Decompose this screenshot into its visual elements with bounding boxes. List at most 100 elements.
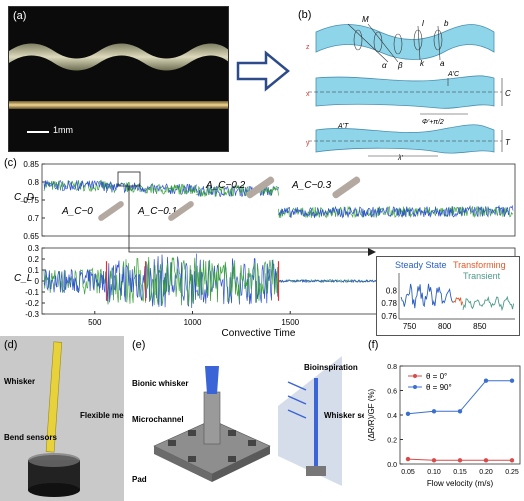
symbol-k: k xyxy=(420,59,425,68)
f-xtick-label: 0.20 xyxy=(479,469,493,476)
cd-trace xyxy=(196,185,279,197)
f-point xyxy=(509,378,515,383)
f-point xyxy=(509,458,515,463)
whisker-icon-0 xyxy=(98,201,124,221)
symbol-T: T xyxy=(505,138,511,147)
bionic-caption: Bionic whisker xyxy=(132,379,188,388)
cd-trace xyxy=(145,183,197,195)
cd-trace xyxy=(43,179,107,192)
cd-ylabel: C_D xyxy=(14,192,34,203)
cl-trace xyxy=(106,258,146,305)
f-lines: θ = 0° θ = 90° xyxy=(405,372,515,463)
wavy-whisker xyxy=(9,43,228,71)
cl-ytick-label: -0.2 xyxy=(25,299,39,308)
f-xlabel: Flow velocity (m/s) xyxy=(427,479,494,488)
f-point xyxy=(457,458,463,463)
flow-chart-svg: (f) 0.0 0.2 0.4 0.6 0.8 0.05 0.10 0.15 0.20 0.25 F… xyxy=(367,339,521,488)
cl-ytick-label: 0 xyxy=(35,277,40,286)
f-ytick-label: 0.6 xyxy=(387,389,397,396)
inset-trace xyxy=(400,283,454,309)
whisker-device-render: (d) Whisker Flexible membrane Bend senso… xyxy=(0,336,153,501)
f-ytick-label: 0.0 xyxy=(387,462,397,469)
symbol-x-mid: x xyxy=(306,91,310,98)
ac-label-0: A_C−0 xyxy=(61,206,93,217)
panel-a-label: (a) xyxy=(13,10,27,22)
cl-ytick-label: -0.1 xyxy=(25,288,39,297)
legend-transforming: Transforming xyxy=(453,260,506,270)
cl-trace xyxy=(43,267,107,295)
cl-ytick-label: 0.3 xyxy=(28,244,40,253)
schematic-art: (b) M l b α β k a C A'C Φ'+π/ xyxy=(298,9,511,162)
cl-xtick-label: 1500 xyxy=(281,318,299,327)
pad-caption: Pad xyxy=(132,475,147,484)
cd-trace xyxy=(106,180,146,194)
cd-trace xyxy=(196,184,279,198)
inset-svg: 0.76 0.78 0.8 750 800 850 Steady State Transf… xyxy=(381,260,515,331)
whisker-icon-2 xyxy=(246,176,275,199)
symbol-ac: A'C xyxy=(447,71,460,78)
cl-ylabel: C_L xyxy=(14,273,32,284)
scale-bar xyxy=(27,131,49,133)
micro-caption: Microchannel xyxy=(132,415,184,424)
ac-label-2: A_C−0.2 xyxy=(205,180,246,191)
symbol-a: a xyxy=(440,59,445,68)
f-point xyxy=(431,458,437,463)
legend-transient: Transient xyxy=(463,271,501,281)
inset-trace xyxy=(462,295,515,312)
ac-label-1: A_C−0.1 xyxy=(137,206,177,217)
cd-frame xyxy=(41,163,516,237)
device-art: (d) Whisker Flexible membrane Bend senso… xyxy=(0,336,153,501)
straight-whisker xyxy=(9,101,228,109)
zoom-arrowhead-icon xyxy=(368,248,376,256)
f-legend-label: θ = 90° xyxy=(426,383,452,392)
f-xtick-label: 0.15 xyxy=(453,469,467,476)
scale-caption: 1mm xyxy=(206,485,222,492)
whisker-rod xyxy=(45,341,63,453)
whisker-caption: Whisker xyxy=(4,377,35,386)
f-point xyxy=(483,458,489,463)
symbol-l: l xyxy=(422,19,424,28)
whisker-sensor-caption: Whisker sensor xyxy=(324,411,364,420)
cd-ytick-label: 0.75 xyxy=(23,196,39,205)
symbol-b: b xyxy=(444,19,449,28)
microchannel-sensor-render: (e) Bionic whisker Microchannel Pad Bioi… xyxy=(128,336,384,501)
whisker-icon-1 xyxy=(168,201,194,221)
cd-ytick-label: 0.8 xyxy=(28,178,40,187)
inset-zoom-chart: 0.76 0.78 0.8 750 800 850 Steady State Transf… xyxy=(376,256,520,336)
f-xtick-label: 0.25 xyxy=(505,469,519,476)
panel-b-label: (b) xyxy=(298,9,311,21)
inset-trace xyxy=(452,297,464,306)
flow-response-chart: (f) 0.0 0.2 0.4 0.6 0.8 0.05 0.10 0.15 0.20 0.25 F… xyxy=(364,336,524,501)
f-xtick-label: 0.10 xyxy=(427,469,441,476)
sensor-art: (e) Bionic whisker Microchannel Pad Bioi… xyxy=(132,339,384,492)
cd-lines xyxy=(43,179,514,219)
cl-ytick-label: 0.2 xyxy=(28,255,40,264)
f-ylabel: (ΔR/R)/GF (%) xyxy=(367,388,376,441)
cl-trace xyxy=(196,259,279,303)
f-ytick-label: 0.4 xyxy=(387,413,397,420)
cl-xlabel: Convective Time xyxy=(222,328,296,339)
f-point xyxy=(431,409,437,414)
panel-f-label: (f) xyxy=(368,339,378,351)
f-axes: 0.0 0.2 0.4 0.6 0.8 0.05 0.10 0.15 0.20 0.25 Flow … xyxy=(367,364,521,488)
f-xtick-label: 0.05 xyxy=(401,469,415,476)
f-point xyxy=(405,456,411,462)
symbol-y: y xyxy=(306,140,310,147)
whisker-icon-3 xyxy=(332,176,361,199)
panel-d-label: (d) xyxy=(4,339,17,351)
cd-trace xyxy=(278,204,514,219)
cd-ytick-label: 0.7 xyxy=(28,214,40,223)
inset-lines xyxy=(400,283,515,312)
legend-steady: Steady State xyxy=(395,260,447,270)
cd-ytick-label: 0.65 xyxy=(23,232,39,241)
f-point xyxy=(483,378,489,383)
zoom-connector xyxy=(128,186,372,253)
whisker-photo-art xyxy=(9,43,228,109)
inset-ytick-label: 0.8 xyxy=(386,287,398,296)
cl-trace xyxy=(145,256,197,306)
whisker-photo: (a) 1mm xyxy=(8,6,229,152)
cl-trace xyxy=(106,260,146,303)
flexible-caption: Flexible membrane xyxy=(80,411,124,420)
cl-ytick-label: -0.3 xyxy=(25,310,39,319)
cd-trace xyxy=(145,183,197,195)
